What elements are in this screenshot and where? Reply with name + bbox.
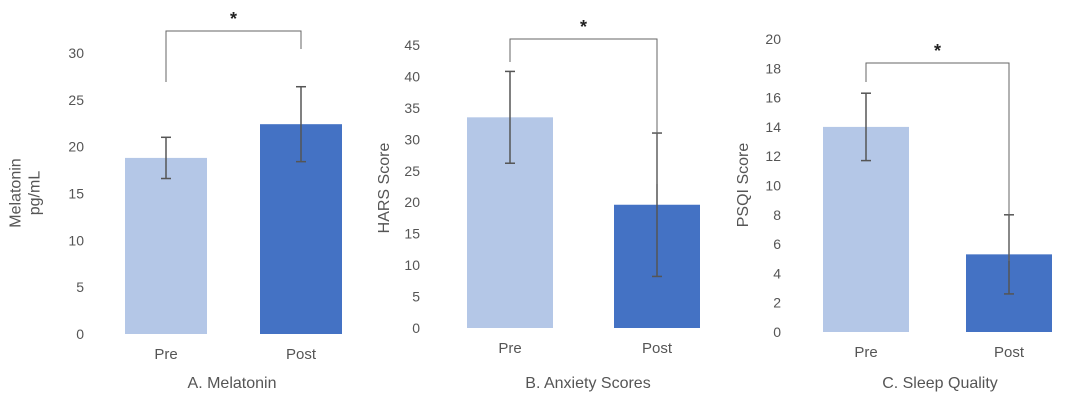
y-tick-label: 8 [773, 207, 781, 223]
x-category-label: Pre [154, 346, 177, 363]
y-tick-label: 4 [773, 265, 781, 281]
y-tick-label: 25 [404, 163, 420, 179]
significance-mark: * [580, 17, 587, 37]
y-tick-label: 10 [404, 257, 420, 273]
y-tick-label: 16 [765, 90, 781, 106]
y-tick-label: 40 [404, 68, 420, 84]
chart-panel-3: 0 2 4 6 8 10 12 14 16 18 20 PSQI Score Pre Post * C. Sl… [735, 31, 1052, 392]
y-tick-label: 18 [765, 60, 781, 76]
y-axis-title: Melatonin [8, 158, 25, 227]
y-tick-label: 30 [404, 131, 420, 147]
y-tick-label: 20 [68, 139, 84, 155]
y-tick-label: 45 [404, 37, 420, 53]
y-axis-title: pg/mL [27, 171, 44, 216]
x-category-label: Post [642, 340, 673, 357]
significance-bracket [865, 62, 1010, 261]
y-tick-label: 5 [76, 279, 84, 295]
y-tick-label: 6 [773, 236, 781, 252]
y-tick-label: 0 [773, 324, 781, 340]
bar-pre [125, 157, 207, 334]
y-tick-label: 15 [68, 186, 84, 202]
y-tick-label: 0 [412, 320, 420, 336]
chart-panel-1: 0 5 10 15 20 25 30 Melatonin pg/mL Pre Post * A. Mel… [8, 9, 342, 392]
y-tick-label: 0 [76, 326, 84, 342]
y-tick-label: 5 [412, 289, 420, 305]
significance-mark: * [230, 9, 237, 29]
x-category-label: Pre [498, 340, 521, 357]
chart-panel-2: 0 5 10 15 20 25 30 35 40 45 HARS Score Pre Post * B. A… [376, 17, 700, 392]
panel-caption: A. Melatonin [188, 375, 277, 392]
significance-bracket [165, 30, 302, 82]
y-tick-label: 10 [68, 232, 84, 248]
y-tick-label: 12 [765, 148, 781, 164]
panel-caption: C. Sleep Quality [882, 375, 998, 392]
y-tick-label: 35 [404, 100, 420, 116]
y-tick-label: 30 [68, 45, 84, 61]
panel-caption: B. Anxiety Scores [525, 375, 650, 392]
y-tick-label: 20 [404, 194, 420, 210]
x-category-label: Post [994, 344, 1025, 361]
y-tick-label: 10 [765, 178, 781, 194]
significance-mark: * [934, 41, 941, 61]
y-tick-label: 25 [68, 92, 84, 108]
y-axis-title: HARS Score [376, 143, 393, 234]
y-tick-label: 15 [404, 226, 420, 242]
y-axis-title: PSQI Score [735, 143, 752, 228]
x-category-label: Post [286, 346, 317, 363]
y-tick-label: 20 [765, 31, 781, 47]
y-tick-label: 14 [765, 119, 781, 135]
y-tick-label: 2 [773, 295, 781, 311]
x-category-label: Pre [854, 344, 877, 361]
significance-bracket [509, 38, 658, 184]
